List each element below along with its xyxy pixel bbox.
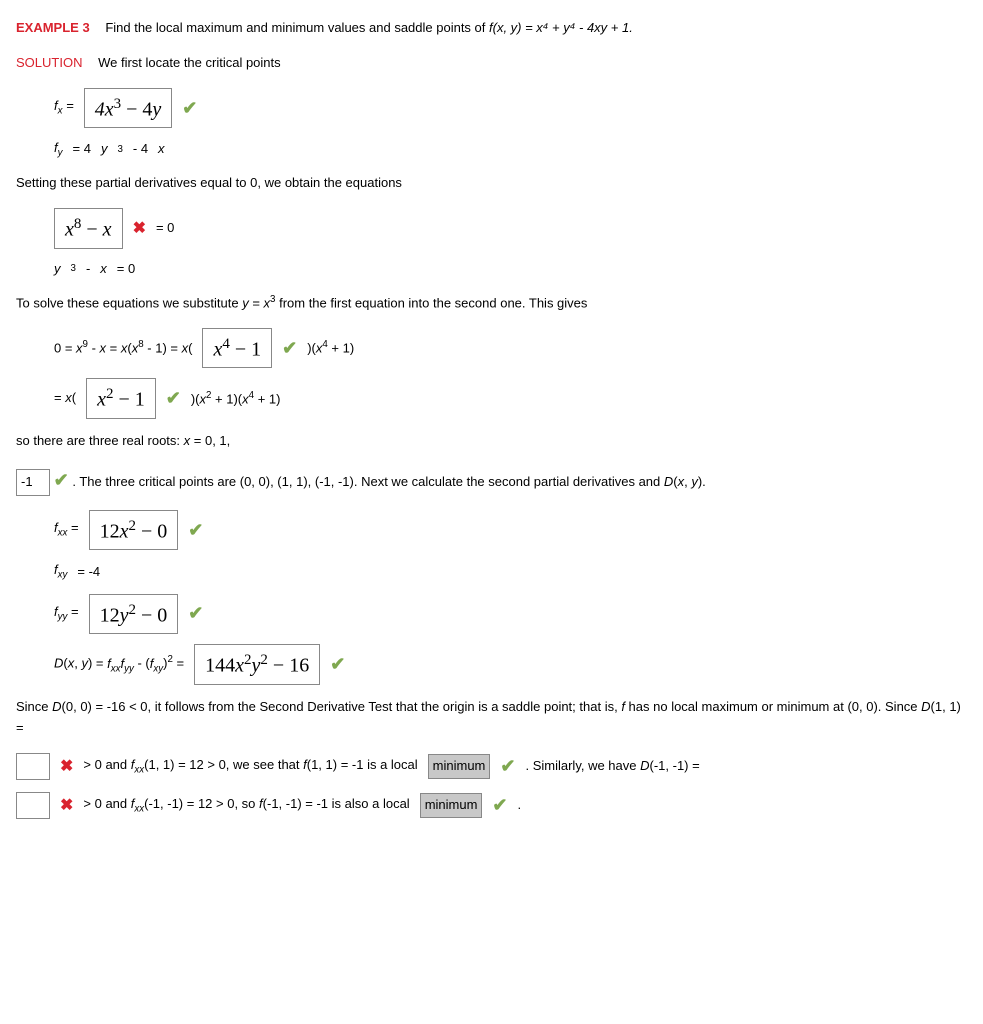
solution-label: SOLUTION	[16, 55, 82, 70]
eq-fyy: fyy = 12y2 − 0 ✔	[54, 594, 967, 635]
empty-box-2[interactable]	[16, 792, 50, 819]
check-icon: ✔	[500, 752, 515, 781]
eq5: 0 = x9 - x = x(x8 - 1) = x( x4 − 1 ✔ )(x…	[54, 328, 967, 369]
minimum-box-2[interactable]: minimum	[420, 793, 483, 818]
eq-D-lhs: D(x, y) = fxxfyy - (fxy)2 =	[54, 652, 184, 677]
eq3-box[interactable]: x8 − x	[54, 208, 123, 249]
final-line-2: ✖ > 0 and fxx(-1, -1) = 12 > 0, so f(-1,…	[16, 791, 967, 820]
eq3-rhs: = 0	[156, 218, 174, 239]
check-icon: ✔	[492, 791, 507, 820]
p2: Setting these partial derivatives equal …	[16, 173, 967, 194]
root-box[interactable]: -1	[16, 469, 50, 496]
eq-fx-box[interactable]: 4x3 − 4y	[84, 88, 173, 129]
p4: so there are three real roots: x = 0, 1,	[16, 431, 967, 452]
cross-icon: ✖	[60, 754, 73, 780]
eq-fy-text: fy	[54, 138, 63, 161]
check-icon: ✔	[330, 650, 345, 679]
eq6-box[interactable]: x2 − 1	[86, 378, 156, 419]
final1-text-b: . Similarly, we have D(-1, -1) =	[525, 756, 699, 777]
check-icon: ✔	[282, 334, 297, 363]
p3: To solve these equations we substitute y…	[16, 292, 967, 314]
p6: Since D(0, 0) = -16 < 0, it follows from…	[16, 697, 967, 739]
minimum-box-1[interactable]: minimum	[428, 754, 491, 779]
eq5-post: )(x4 + 1)	[307, 337, 354, 359]
eq-fyy-box[interactable]: 12y2 − 0	[89, 594, 179, 635]
eq4: y3 - x = 0	[54, 259, 967, 280]
final2-text-b: .	[518, 795, 522, 816]
eq6-post: )(x2 + 1)(x4 + 1)	[191, 388, 281, 410]
final1-text-a: > 0 and fxx(1, 1) = 12 > 0, we see that …	[83, 755, 417, 778]
eq6: = x( x2 − 1 ✔ )(x2 + 1)(x4 + 1)	[54, 378, 967, 419]
example-label: EXAMPLE 3	[16, 20, 90, 35]
solution-line: SOLUTION We first locate the critical po…	[16, 53, 967, 74]
eq5-pre: 0 = x9 - x = x(x8 - 1) = x(	[54, 337, 192, 359]
roots-line: -1 ✔ . The three critical points are (0,…	[16, 466, 967, 496]
eq-D-box[interactable]: 144x2y2 − 16	[194, 644, 320, 685]
check-icon: ✔	[166, 384, 181, 413]
final-line-1: ✖ > 0 and fxx(1, 1) = 12 > 0, we see tha…	[16, 752, 967, 781]
example-prompt-b: f(x, y) = x⁴ + y⁴ - 4xy + 1.	[489, 20, 633, 35]
eq5-box[interactable]: x4 − 1	[202, 328, 272, 369]
check-icon: ✔	[54, 470, 69, 490]
check-icon: ✔	[188, 599, 203, 628]
eq-fyy-lhs: fyy =	[54, 602, 79, 625]
eq-fxy: fxy = -4	[54, 560, 967, 583]
check-icon: ✔	[182, 94, 197, 123]
eq-fxx-box[interactable]: 12x2 − 0	[89, 510, 179, 551]
eq-fx: fx = 4x3 − 4y ✔	[54, 88, 967, 129]
eq-D: D(x, y) = fxxfyy - (fxy)2 = 144x2y2 − 16…	[54, 644, 967, 685]
example-prompt-a: Find the local maximum and minimum value…	[105, 20, 489, 35]
cross-icon: ✖	[60, 793, 73, 819]
cross-icon: ✖	[133, 216, 146, 242]
eq-fxx-lhs: fxx =	[54, 518, 79, 541]
final2-text-a: > 0 and fxx(-1, -1) = 12 > 0, so f(-1, -…	[83, 794, 409, 817]
eq-fy: fy = 4y3 - 4x	[54, 138, 967, 161]
empty-box-1[interactable]	[16, 753, 50, 780]
eq3: x8 − x ✖ = 0	[54, 208, 967, 249]
p1: We first locate the critical points	[98, 55, 281, 70]
check-icon: ✔	[188, 516, 203, 545]
example-header: EXAMPLE 3 Find the local maximum and min…	[16, 18, 967, 39]
p5: . The three critical points are (0, 0), …	[72, 474, 705, 489]
eq-fx-lhs: fx =	[54, 96, 74, 119]
eq6-pre: = x(	[54, 388, 76, 409]
eq-fxx: fxx = 12x2 − 0 ✔	[54, 510, 967, 551]
